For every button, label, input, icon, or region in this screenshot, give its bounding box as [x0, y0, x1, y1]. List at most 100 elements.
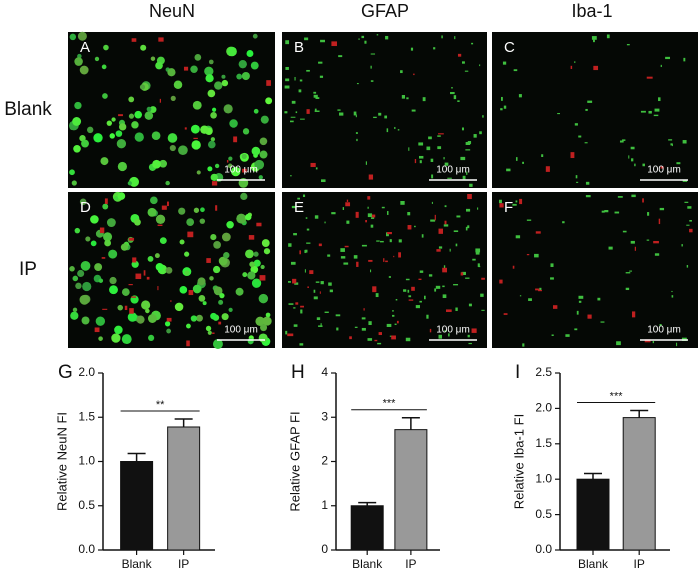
green-signal: [249, 261, 255, 268]
x-tick-label: Blank: [352, 557, 383, 571]
green-signal: [284, 85, 290, 89]
green-signal: [262, 316, 272, 326]
red-signal: [367, 196, 371, 200]
y-tick-label: 3: [321, 409, 328, 423]
green-signal: [370, 269, 372, 273]
green-signal: [480, 293, 484, 297]
green-signal: [453, 95, 457, 100]
green-signal: [395, 299, 398, 301]
red-signal: [631, 311, 636, 318]
green-signal: [592, 39, 595, 43]
green-signal: [86, 126, 94, 134]
green-signal: [169, 144, 176, 152]
green-signal: [434, 288, 437, 292]
green-signal: [550, 263, 554, 267]
red-signal: [131, 38, 137, 42]
green-signal: [392, 310, 394, 312]
green-signal: [314, 108, 317, 112]
green-signal: [229, 119, 238, 128]
green-signal: [454, 36, 456, 40]
red-signal: [408, 299, 414, 301]
green-signal: [288, 281, 291, 283]
green-signal: [246, 50, 254, 57]
micrograph: E 100 μm: [282, 192, 487, 348]
green-signal: [385, 35, 389, 40]
bar: [120, 461, 154, 551]
green-signal: [305, 249, 308, 253]
green-signal: [128, 113, 135, 119]
green-signal: [346, 220, 350, 224]
green-signal: [179, 239, 185, 245]
green-signal: [111, 117, 116, 122]
green-signal: [370, 65, 372, 69]
green-signal: [74, 101, 82, 110]
green-signal: [426, 314, 429, 319]
green-signal: [212, 107, 217, 112]
y-axis-label: Relative GFAP FI: [287, 411, 302, 511]
green-signal: [515, 235, 521, 239]
green-signal: [376, 240, 380, 242]
red-signal: [512, 265, 515, 269]
green-signal: [72, 275, 79, 282]
green-signal: [247, 271, 256, 280]
green-signal: [109, 276, 117, 285]
green-signal: [622, 139, 626, 141]
green-signal: [221, 232, 231, 242]
green-signal: [642, 163, 645, 167]
green-signal: [196, 314, 203, 322]
green-signal: [473, 134, 477, 138]
green-signal: [462, 175, 466, 180]
green-signal: [254, 159, 265, 170]
red-signal: [218, 321, 222, 325]
red-signal: [535, 231, 541, 234]
green-signal: [149, 106, 157, 114]
green-signal: [207, 166, 213, 172]
green-signal: [299, 79, 303, 82]
significance-label: ***: [383, 398, 397, 410]
panel-letter: H: [291, 362, 305, 383]
red-signal: [159, 98, 162, 103]
green-signal: [295, 111, 298, 114]
green-signal: [141, 300, 151, 310]
green-signal: [214, 163, 220, 169]
green-signal: [151, 131, 161, 141]
green-signal: [117, 161, 128, 172]
green-signal: [585, 195, 591, 198]
green-signal: [258, 293, 269, 304]
green-signal: [236, 213, 247, 224]
green-signal: [131, 121, 139, 129]
green-signal: [146, 106, 152, 112]
green-signal: [70, 311, 79, 320]
green-signal: [205, 74, 214, 83]
y-tick-label: 1.0: [78, 454, 95, 468]
red-signal: [306, 109, 310, 114]
green-signal: [79, 198, 87, 206]
green-signal: [400, 70, 403, 74]
green-signal: [606, 34, 610, 39]
green-signal: [297, 197, 301, 200]
green-signal: [155, 214, 166, 225]
green-signal: [443, 157, 445, 160]
y-tick-label: 2.0: [78, 365, 95, 379]
green-signal: [438, 334, 443, 339]
red-signal: [344, 245, 349, 248]
micrograph: B 100 μm: [282, 32, 487, 188]
green-signal: [408, 147, 410, 151]
green-signal: [165, 266, 173, 274]
red-signal: [398, 252, 402, 258]
green-signal: [584, 142, 588, 144]
green-signal: [306, 228, 310, 231]
green-signal: [190, 124, 200, 134]
green-signal: [236, 73, 243, 80]
green-signal: [306, 69, 310, 72]
red-signal: [414, 159, 417, 164]
green-signal: [202, 301, 207, 306]
green-signal: [625, 272, 631, 274]
green-signal: [361, 244, 367, 247]
green-signal: [442, 294, 447, 299]
green-signal: [253, 251, 259, 257]
green-signal: [477, 263, 480, 267]
green-signal: [467, 334, 470, 338]
red-signal: [158, 37, 164, 42]
green-signal: [405, 337, 411, 342]
